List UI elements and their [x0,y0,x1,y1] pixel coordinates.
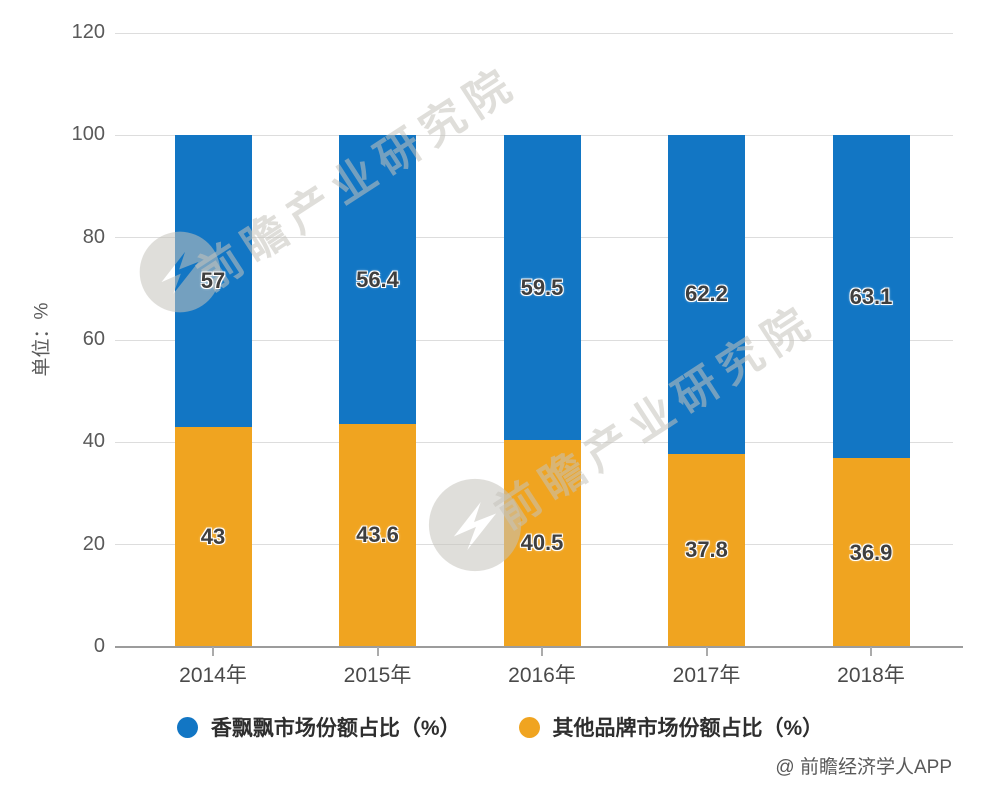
legend-label: 香飘飘市场份额占比（%） [210,717,461,740]
bar-value-label: 62.2 [685,281,728,307]
bar-value-label: 63.1 [849,283,893,309]
bar-value-label: 43 [200,523,226,549]
y-tick-label: 120 [71,21,105,43]
x-tick-label: 2018年 [837,664,905,687]
x-tick-label: 2015年 [343,664,412,687]
y-tick-label: 40 [82,430,105,453]
x-tick-label: 2016年 [508,664,576,687]
x-tick-label: 2017年 [672,664,741,687]
bar-value-label: 36.9 [849,539,893,565]
attribution: @ 前瞻经济学人APP [775,757,952,778]
bar-value-label: 57 [200,268,226,294]
bar-segment-xiangpiaopiao [832,135,910,459]
y-tick-label: 80 [82,225,105,248]
bar-value-label: 40.5 [520,530,564,556]
legend: 香飘飘市场份额占比（%） 其他品牌市场份额占比（%） [0,712,1000,742]
x-axis-line [115,646,963,648]
legend-item: 香飘飘市场份额占比（%） [176,712,461,742]
x-tick [376,647,379,656]
bar-segment-other-brands [339,423,416,647]
bar-value-label: 59.5 [520,274,564,300]
bar-segment-other-brands [832,458,910,647]
y-tick-label: 60 [82,328,105,350]
bar-segment-xiangpiaopiao [668,135,745,454]
y-tick-label: 100 [71,123,105,146]
bar-segment-other-brands [174,426,252,647]
bar-value-label: 56.4 [356,266,399,292]
bar-segment-xiangpiaopiao [503,135,581,440]
x-tick [212,647,214,656]
bar-value-label: 43.6 [356,522,399,548]
legend-swatch-icon [176,716,198,738]
legend-label: 其他品牌市场份额占比（%） [552,717,824,740]
bar-segment-xiangpiaopiao [339,135,416,424]
y-tick-label: 20 [82,532,105,555]
x-tick-label: 2014年 [179,664,247,687]
x-tick [705,647,708,656]
y-tick-label: 0 [93,635,105,657]
x-tick [870,647,872,656]
legend-item: 其他品牌市场份额占比（%） [518,712,824,742]
legend-swatch-icon [518,716,540,738]
bar-segment-other-brands [668,453,745,647]
bar-value-label: 37.8 [685,537,728,563]
gridline [115,32,953,34]
x-tick [541,647,543,656]
